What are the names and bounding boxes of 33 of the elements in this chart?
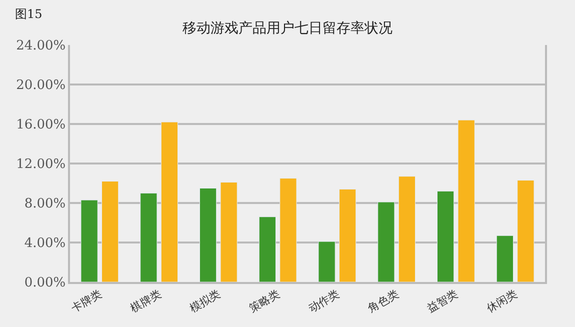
x-tick-label: 卡牌类 xyxy=(68,288,104,316)
bar xyxy=(80,200,98,282)
bar xyxy=(280,178,297,282)
bar xyxy=(220,182,238,282)
y-tick-label: 12.00% xyxy=(16,157,66,172)
bar xyxy=(140,192,158,282)
y-tick-label: 20.00% xyxy=(16,78,66,94)
x-tick-label: 策略类 xyxy=(246,288,282,316)
bar xyxy=(398,176,416,282)
bar xyxy=(378,202,395,282)
y-tick-label: 8.00% xyxy=(24,196,66,212)
bar xyxy=(318,241,336,282)
bar xyxy=(258,216,276,282)
y-tick-label: 16.00% xyxy=(16,118,66,133)
y-tick-label: 4.00% xyxy=(24,236,66,252)
x-tick-label: 角色类 xyxy=(366,288,401,316)
bar xyxy=(517,180,534,282)
bar xyxy=(102,181,119,282)
x-tick-label: 模拟类 xyxy=(188,288,223,316)
x-tick-label: 动作类 xyxy=(306,288,342,316)
bar xyxy=(160,122,178,282)
x-tick-label: 益智类 xyxy=(425,288,460,316)
bar xyxy=(339,188,356,282)
caption: 图15 xyxy=(15,7,42,21)
bar xyxy=(496,235,514,282)
bar xyxy=(436,190,454,282)
y-tick-label: 24.00% xyxy=(16,38,66,54)
bar xyxy=(458,120,475,282)
x-tick-label: 棋牌类 xyxy=(128,288,164,316)
bar xyxy=(199,188,217,282)
x-tick-label: 休闲类 xyxy=(484,288,520,316)
chart-title: 移动游戏产品用户七日留存率状况 xyxy=(182,20,392,37)
y-tick-label: 0.00% xyxy=(24,276,66,291)
